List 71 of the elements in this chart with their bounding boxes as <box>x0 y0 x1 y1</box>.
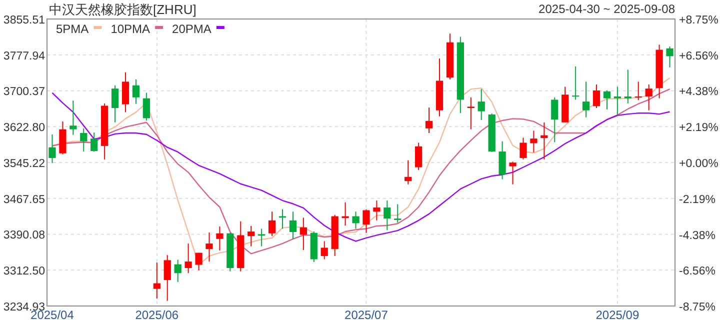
candlestick <box>634 81 642 101</box>
candlestick <box>111 84 119 123</box>
y2-tick-label: -6.56% <box>679 266 716 278</box>
candlestick <box>216 226 224 251</box>
y2-tick-label: -4.38% <box>679 230 716 242</box>
candlestick <box>300 217 307 251</box>
candlestick <box>174 259 182 282</box>
y-tick-label: 3312.50 <box>3 266 45 278</box>
candlestick <box>478 88 485 121</box>
x-tick-label: 2025/06 <box>135 308 179 320</box>
candlestick <box>509 161 516 185</box>
chart-title: 中汉天然橡胶指数[ZHRU] <box>49 2 196 17</box>
y-tick-label: 3855.51 <box>3 14 45 26</box>
y2-tick-label: +8.75% <box>679 14 718 26</box>
legend-label: 20PMA <box>172 22 212 36</box>
candlestick <box>425 107 433 134</box>
y2-tick-label: -8.75% <box>679 302 716 314</box>
candlestick <box>603 90 611 110</box>
candlestick <box>320 240 328 260</box>
candlestick <box>666 46 674 68</box>
y2-tick-label: -2.19% <box>679 194 716 206</box>
y-tick-label: 3777.94 <box>3 50 46 62</box>
x-tick-label: 2025/07 <box>344 308 388 320</box>
candlestick <box>373 200 380 221</box>
candlestick <box>80 128 88 152</box>
x-tick-label: 2025/09 <box>596 308 640 320</box>
candlestick <box>572 66 580 100</box>
candlestick <box>404 160 412 185</box>
candlestick <box>614 86 621 116</box>
y2-tick-label: +0.00% <box>679 158 718 170</box>
candlestick <box>582 81 590 118</box>
legend-label: 5PMA <box>56 22 89 36</box>
candlestick <box>132 78 140 104</box>
candlestick <box>624 69 632 104</box>
candlestick <box>467 96 474 130</box>
y2-tick-label: +4.38% <box>679 86 718 98</box>
y-tick-label: 3545.22 <box>3 158 45 170</box>
candlestick <box>90 132 98 152</box>
candlestick <box>278 208 286 230</box>
candlestick <box>384 200 391 231</box>
candlestick <box>206 232 213 262</box>
y2-tick-label: +2.19% <box>679 122 718 134</box>
candlestick <box>48 134 56 164</box>
candlestick <box>520 137 527 160</box>
candlestick <box>142 92 150 122</box>
candlestick <box>498 140 506 180</box>
y-tick-label: 3390.08 <box>3 230 45 242</box>
candlestick <box>342 202 349 226</box>
legend-label: 10PMA <box>110 22 150 36</box>
candlestick <box>122 72 130 113</box>
y-tick-label: 3467.65 <box>3 194 45 206</box>
candlestick <box>289 211 297 240</box>
candlestick <box>153 262 160 300</box>
candlestick <box>530 130 538 153</box>
y-tick-label: 3622.80 <box>3 122 45 134</box>
y-tick-label: 3700.37 <box>3 86 45 98</box>
chart-subtitle: 2025-04-30 ~ 2025-09-08 <box>538 2 676 16</box>
candlestick <box>394 204 402 224</box>
candlestick <box>362 208 370 234</box>
candlestick <box>195 252 202 271</box>
candlestick <box>268 211 276 237</box>
candlestick <box>70 100 77 136</box>
candlestick <box>352 211 360 230</box>
candlestick <box>645 84 652 111</box>
candlestick <box>592 84 600 109</box>
candlestick <box>164 254 171 302</box>
candlestick <box>415 142 422 170</box>
y2-tick-label: +6.56% <box>679 50 718 62</box>
candlestick <box>551 96 558 143</box>
candlestick <box>184 243 192 274</box>
candlestick <box>248 225 255 247</box>
